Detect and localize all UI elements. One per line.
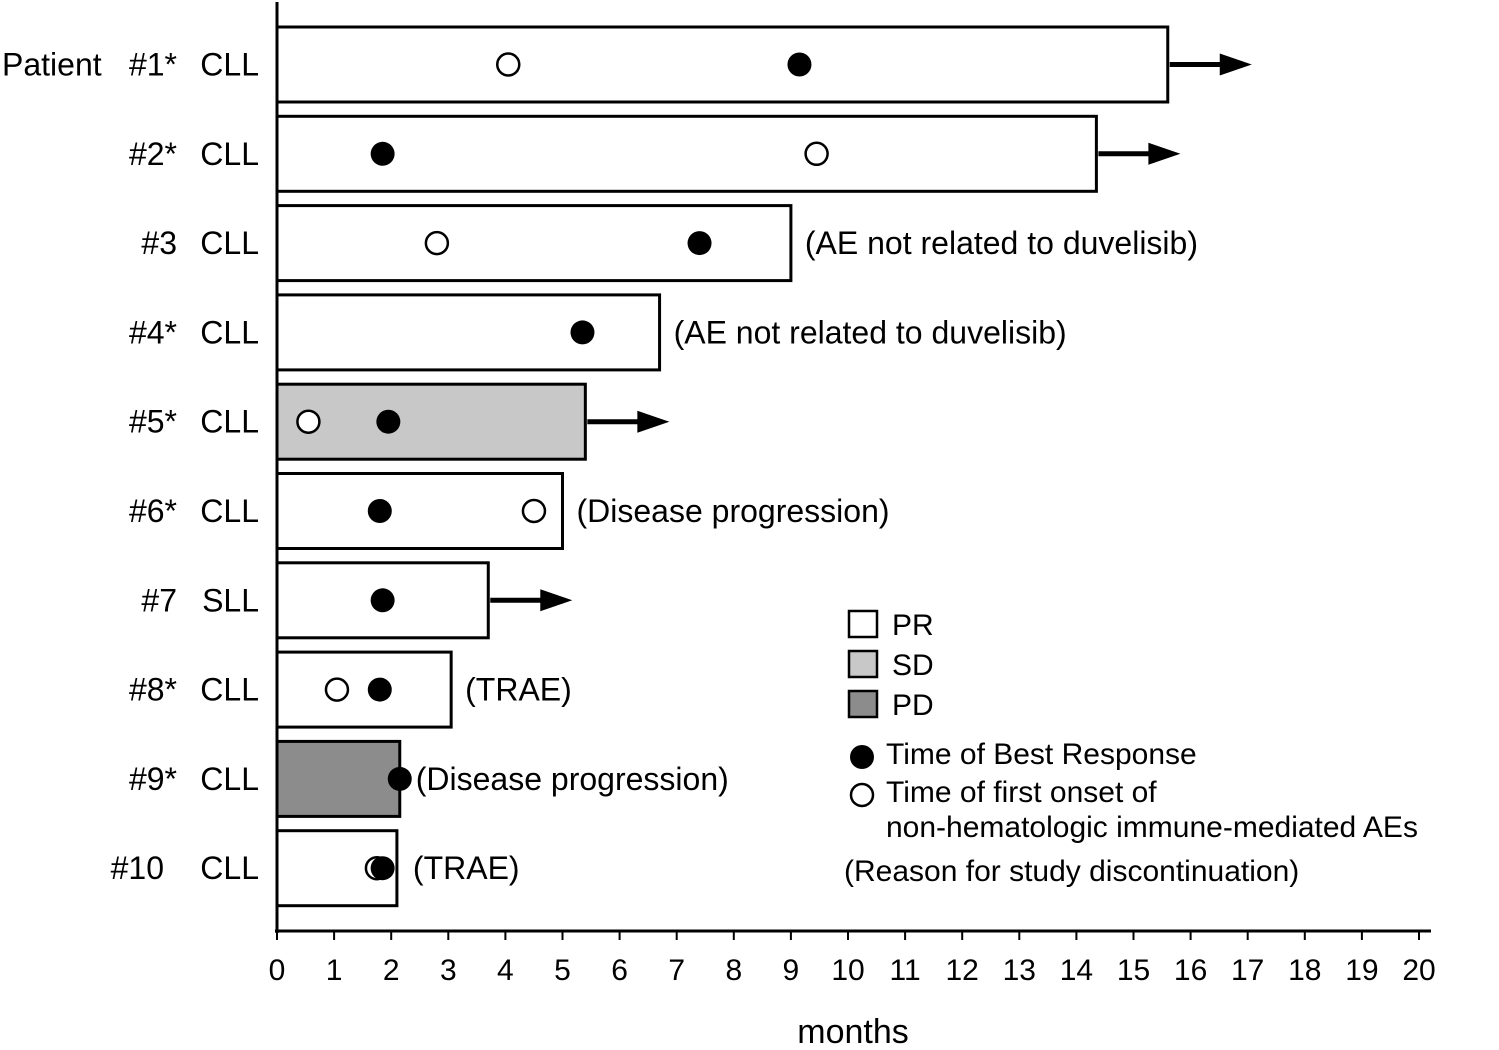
bar-patient-6 bbox=[275, 472, 564, 550]
best-response-marker bbox=[376, 409, 401, 434]
ongoing-arrow-icon bbox=[1148, 142, 1181, 165]
bar-patient-2 bbox=[275, 114, 1098, 193]
x-tick-label: 10 bbox=[831, 954, 864, 987]
x-tick-label: 9 bbox=[783, 954, 800, 987]
x-tick-label: 15 bbox=[1117, 954, 1150, 987]
patient-disease-type: SLL bbox=[202, 582, 259, 618]
x-tick-label: 8 bbox=[725, 954, 742, 987]
x-tick-label: 3 bbox=[440, 954, 457, 987]
legend-swatch-sd bbox=[847, 649, 879, 679]
best-response-marker bbox=[370, 588, 395, 613]
patient-disease-type: CLL bbox=[200, 493, 259, 529]
x-tick-label: 14 bbox=[1060, 954, 1093, 987]
patient-id: #6* bbox=[129, 493, 177, 529]
patient-disease-type: CLL bbox=[200, 47, 259, 83]
legend-ae-onset-label-line2: non-hematologic immune-mediated AEs bbox=[886, 811, 1418, 844]
bar-patient-5 bbox=[275, 382, 587, 461]
patient-id: #2* bbox=[129, 136, 177, 172]
patient-id: #10 bbox=[111, 850, 164, 886]
patient-disease-type: CLL bbox=[200, 225, 259, 261]
bar-patient-3 bbox=[275, 204, 793, 283]
patient-disease-type: CLL bbox=[200, 404, 259, 440]
discontinuation-reason: (TRAE) bbox=[413, 850, 520, 886]
patient-id: #1* bbox=[129, 47, 177, 83]
legend: PR SD PD Time of Best Response Time of first… bbox=[844, 609, 1418, 888]
best-response-marker bbox=[687, 231, 712, 256]
patient-labels: CLL #1* Patient CLL #2* CLL #3 CLL #4* CLL #5* CLL #… bbox=[2, 47, 259, 887]
best-response-marker bbox=[367, 677, 392, 702]
ongoing-arrow-icon bbox=[540, 589, 573, 612]
patient-disease-type: CLL bbox=[200, 761, 259, 797]
legend-label-sd: SD bbox=[892, 649, 934, 682]
legend-label-pr: PR bbox=[892, 609, 934, 642]
legend-swatch-pr bbox=[847, 609, 879, 639]
best-response-marker bbox=[367, 499, 392, 523]
patient-id: #7 bbox=[141, 582, 177, 618]
x-tick-label: 19 bbox=[1345, 954, 1378, 987]
legend-ae-onset-icon bbox=[849, 782, 875, 808]
bar-patient-8 bbox=[275, 650, 453, 729]
bar-patient-9 bbox=[275, 739, 402, 818]
best-response-marker bbox=[387, 766, 412, 791]
x-tick-label: 17 bbox=[1231, 954, 1264, 987]
legend-best-response-label: Time of Best Response bbox=[886, 738, 1197, 771]
patient-id: #8* bbox=[129, 672, 177, 708]
ae-onset-marker bbox=[324, 677, 350, 702]
ae-onset-marker bbox=[296, 409, 321, 434]
x-tick-label: 18 bbox=[1288, 954, 1321, 987]
patient-id: #9* bbox=[129, 761, 177, 797]
x-tick-label: 1 bbox=[326, 954, 343, 987]
x-tick-label: 2 bbox=[383, 954, 400, 987]
discontinuation-reason: (Disease progression) bbox=[577, 493, 890, 529]
bar-patient-4 bbox=[275, 293, 662, 372]
x-tick-label: 5 bbox=[554, 954, 571, 987]
discontinuation-reason: (AE not related to duvelisib) bbox=[805, 225, 1198, 261]
best-response-marker bbox=[370, 141, 395, 166]
ongoing-arrow-icon bbox=[1219, 53, 1252, 76]
bars-layer: (AE not related to duvelisib) (AE not rel… bbox=[275, 25, 1252, 908]
best-response-marker bbox=[787, 52, 812, 77]
patient-id: #3 bbox=[141, 225, 177, 261]
bar-patient-1 bbox=[275, 25, 1170, 104]
patient-disease-type: CLL bbox=[200, 850, 259, 886]
ae-onset-marker bbox=[804, 141, 829, 167]
x-axis-label: months bbox=[797, 1013, 909, 1050]
patient-id: #4* bbox=[129, 314, 177, 350]
best-response-marker bbox=[570, 320, 595, 345]
patient-disease-type: CLL bbox=[200, 136, 259, 172]
legend-reason-label: (Reason for study discontinuation) bbox=[844, 855, 1299, 888]
ae-onset-marker bbox=[496, 52, 521, 77]
x-tick-label: 13 bbox=[1003, 954, 1036, 987]
patient-disease-type: CLL bbox=[200, 672, 259, 708]
ongoing-arrow-icon bbox=[637, 410, 670, 433]
discontinuation-reason: (TRAE) bbox=[465, 672, 572, 708]
legend-best-response-icon bbox=[850, 745, 874, 769]
x-tick-label: 0 bbox=[269, 954, 286, 987]
x-tick-label: 6 bbox=[611, 954, 628, 987]
legend-label-pd: PD bbox=[892, 689, 934, 722]
discontinuation-reason: (AE not related to duvelisib) bbox=[674, 314, 1067, 350]
patient-id: #5* bbox=[129, 404, 177, 440]
x-tick-label: 4 bbox=[497, 954, 514, 987]
legend-swatch-pd bbox=[847, 689, 879, 719]
discontinuation-reason: (Disease progression) bbox=[416, 761, 729, 797]
patient-disease-type: CLL bbox=[200, 314, 259, 350]
x-tick-label: 20 bbox=[1402, 954, 1435, 987]
x-tick-label: 12 bbox=[946, 954, 979, 987]
legend-ae-onset-label-line1: Time of first onset of bbox=[886, 776, 1157, 809]
ae-onset-marker bbox=[424, 230, 450, 256]
ae-onset-marker bbox=[521, 498, 547, 524]
x-tick-label: 7 bbox=[668, 954, 685, 987]
x-axis: months 0 1 2 3 4 5 6 7 8 9 10 11 12 13 14 15 16 17 18 19 20 bbox=[269, 2, 1436, 1050]
x-tick-label: 11 bbox=[890, 954, 921, 987]
patient-prefix-label: Patient bbox=[2, 47, 102, 83]
best-response-marker bbox=[370, 856, 395, 881]
x-tick-label: 16 bbox=[1174, 954, 1207, 987]
